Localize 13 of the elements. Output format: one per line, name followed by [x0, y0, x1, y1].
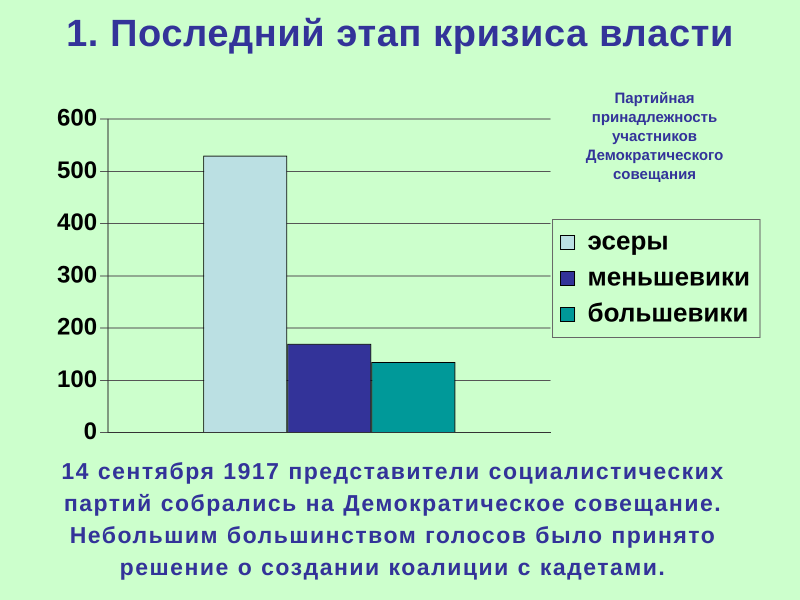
y-tick-label: 100: [56, 366, 98, 393]
legend-label: меньшевики: [588, 262, 750, 292]
chart-title: 1. Последний этап кризиса власти: [65, 13, 735, 56]
text: Партийная принадлежность участников Демократического совещания: [584, 89, 724, 184]
y-tick-label: 600: [56, 104, 98, 132]
y-tick-label: 500: [56, 156, 98, 184]
y-tick-label: 0: [84, 418, 98, 446]
legend-label: эсеры: [588, 226, 669, 256]
text: 14 сентября 1917 представители социалистических партий собрались на Демократическое совещание. Небольшим большинством голосов было принято решение о создании коалиции с кадетами.: [60, 457, 726, 582]
legend-label: большевики: [588, 298, 748, 328]
y-tick-label: 400: [56, 209, 98, 236]
y-tick-label: 200: [56, 314, 98, 341]
y-tick-label: 300: [56, 261, 98, 288]
